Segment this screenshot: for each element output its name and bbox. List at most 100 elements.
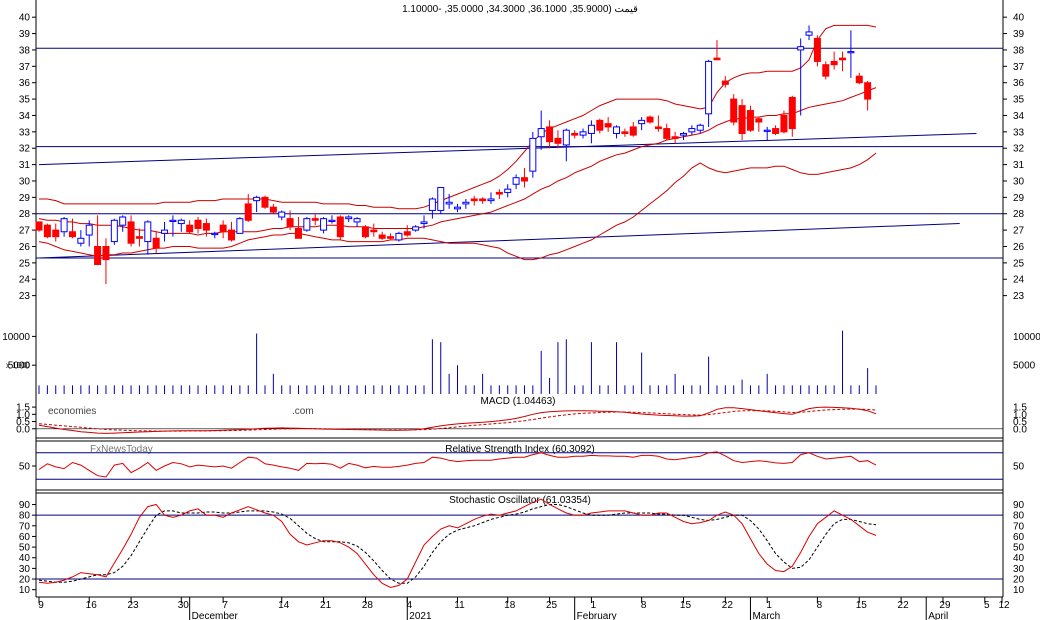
watermark-economies: economies (48, 406, 96, 417)
rsi-panel: 50 50 (19, 451, 1025, 480)
trendline (38, 132, 977, 166)
candle-body (562, 129, 570, 146)
stochastic-y-tick-label: 10 (1013, 585, 1025, 596)
bollinger-upper-line (39, 24, 877, 210)
candle-body (345, 216, 353, 220)
x-tick-label: 1 (766, 600, 772, 611)
volume-panel: 5000 5000 10000 10000 (2, 330, 1040, 394)
stochastic-y-tick-label: 10 (19, 585, 31, 596)
x-tick-label: 28 (362, 600, 374, 611)
candle-body (361, 226, 369, 238)
stochastic-y-tick-label: 90 (19, 500, 31, 511)
candle-body (470, 198, 478, 202)
price-y-tick-label: 24 (1013, 275, 1025, 286)
x-tick-label: 25 (546, 600, 558, 611)
price-y-tick-label: 30 (19, 176, 31, 187)
stochastic-y-tick-label: 60 (19, 532, 31, 543)
price-y-tick-label: 29 (1013, 193, 1025, 204)
price-y-tick-label: 36 (1013, 78, 1025, 89)
candle-body (529, 137, 537, 172)
stochastic-y-tick-label: 40 (1013, 553, 1025, 564)
price-y-tick-label: 40 (1013, 13, 1025, 24)
candle-body (328, 219, 336, 222)
trendline (38, 223, 960, 259)
price-y-tick-label: 26 (19, 242, 31, 253)
candle-body (755, 118, 763, 123)
stochastic-panel-title: Stochastic Oscillator (61.03354) (449, 495, 591, 506)
candle-body (571, 132, 579, 136)
rsi-y-tick-label: 50 (19, 462, 31, 473)
candle-body (512, 177, 520, 185)
month-label: April (928, 611, 948, 620)
rsi-y-tick-label: 50 (1013, 462, 1025, 473)
candle-body (847, 51, 855, 54)
candle-body (269, 206, 277, 213)
macd-y-tick-label: 0.5 (1013, 417, 1027, 428)
price-y-tick-label: 24 (19, 275, 31, 286)
candle-body (370, 229, 378, 233)
price-y-tick-label: 35 (1013, 95, 1025, 106)
month-label: February (577, 611, 617, 620)
watermark-fxnewstoday: FxNewsToday (90, 444, 153, 455)
candle-body (621, 131, 629, 134)
candle-body (228, 229, 236, 241)
price-y-tick-label: 27 (1013, 226, 1025, 237)
candle-body (839, 57, 847, 61)
candle-body (462, 201, 470, 205)
candle-body (387, 236, 395, 239)
candle-body (713, 57, 721, 61)
stochastic-y-tick-label: 80 (19, 511, 31, 522)
x-tick-label: 4 (406, 600, 412, 611)
x-tick-label: 11 (454, 600, 465, 611)
price-y-tick-label: 27 (19, 226, 31, 237)
candle-body (537, 128, 545, 138)
price-y-tick-label: 39 (19, 29, 31, 40)
candle-body (294, 227, 302, 239)
price-y-tick-label: 31 (19, 160, 31, 171)
candle-body (186, 224, 194, 233)
x-tick-label: 30 (178, 600, 190, 611)
price-y-tick-label: 36 (19, 78, 31, 89)
x-tick-label: 9 (38, 600, 44, 611)
candle-body (679, 132, 687, 136)
macd-y-tick-label: 0.5 (16, 417, 30, 428)
macd-y-tick-label: 1.5 (1013, 403, 1027, 414)
candle-body (85, 224, 93, 236)
candle-body (746, 110, 754, 131)
candle-body (520, 177, 528, 182)
candle-body (403, 231, 411, 236)
candle-body (864, 82, 872, 100)
candle-body (487, 198, 495, 202)
x-tick-label: 18 (504, 600, 516, 611)
volume-y-tick-label: 10000 (2, 332, 30, 343)
candle-body (454, 206, 461, 210)
candle-body (428, 198, 436, 211)
candle-body (546, 126, 554, 143)
macd-line (38, 406, 877, 434)
candle-body (219, 224, 227, 233)
candle-body (688, 128, 696, 133)
candle-body (822, 64, 830, 77)
candle-body (119, 216, 127, 226)
candle-body (35, 221, 43, 231)
candle-body (663, 128, 671, 139)
candle-body (144, 221, 152, 243)
candle-body (169, 219, 177, 222)
macd-y-tick-label: 0.0 (16, 424, 30, 435)
stochastic-y-tick-label: 60 (1013, 532, 1025, 543)
candle-body (696, 124, 704, 131)
candle-body (152, 237, 160, 249)
watermark: economies .com FxNewsToday (48, 406, 314, 455)
candle-body (738, 105, 746, 134)
price-y-tick-label: 35 (19, 95, 31, 106)
candle-body (596, 119, 604, 131)
x-tick-label: 15 (680, 600, 692, 611)
rsi-line (38, 451, 877, 478)
price-y-tick-label: 37 (1013, 62, 1025, 73)
candle-body (705, 60, 713, 115)
candle-body (135, 236, 143, 239)
candle-body (730, 98, 738, 123)
candle-body (671, 136, 679, 139)
x-tick-label: 16 (86, 600, 98, 611)
stochastic-y-tick-label: 50 (1013, 543, 1025, 554)
